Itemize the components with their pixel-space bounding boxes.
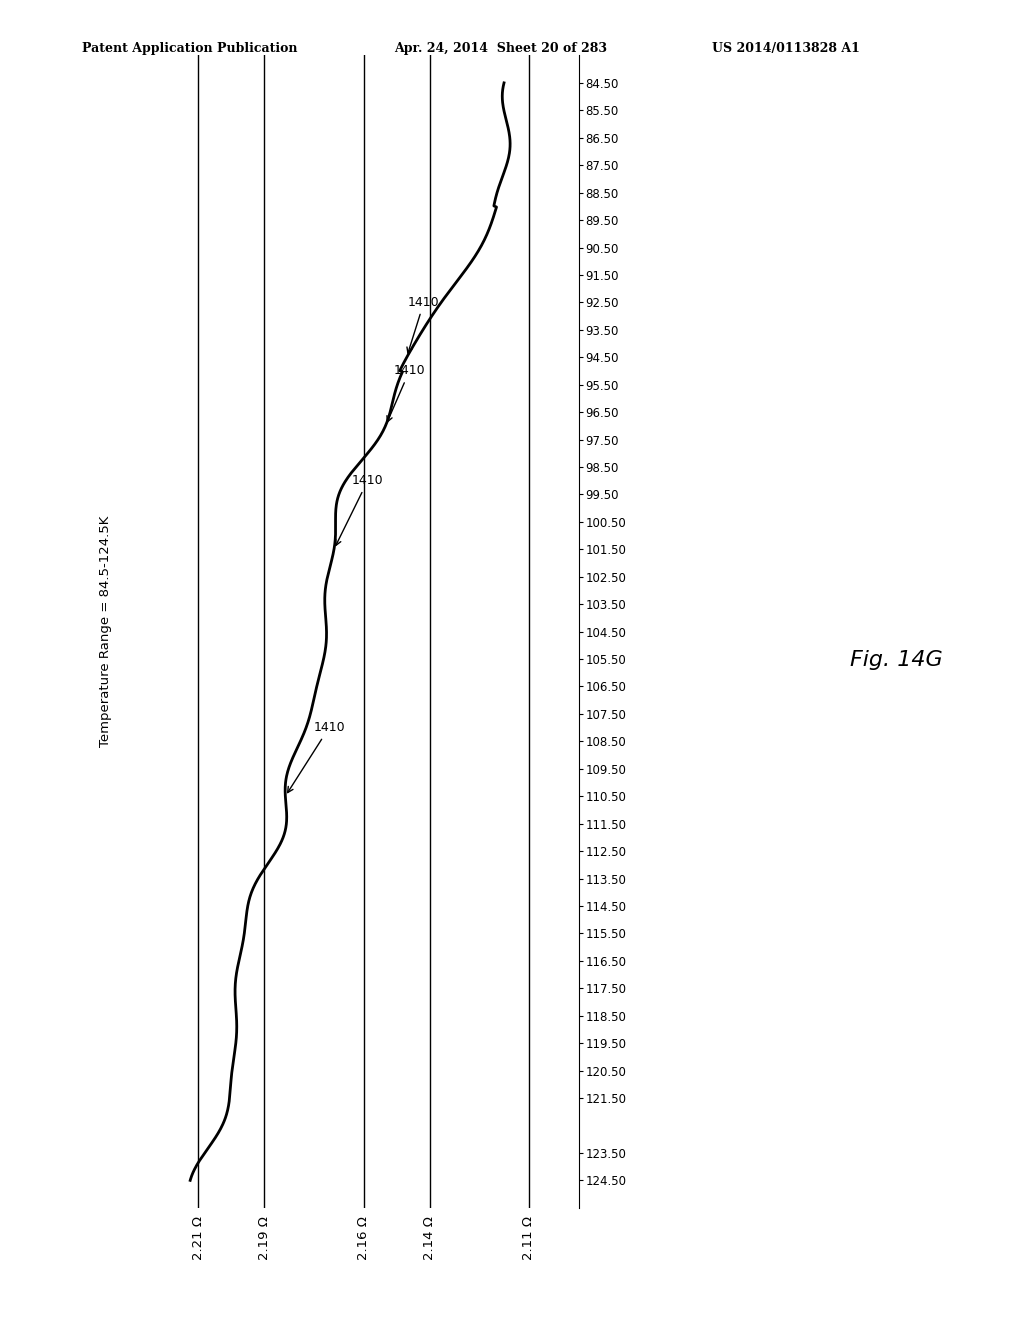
Text: 2.21 Ω: 2.21 Ω	[191, 1216, 205, 1261]
Text: Apr. 24, 2014  Sheet 20 of 283: Apr. 24, 2014 Sheet 20 of 283	[394, 42, 607, 55]
Text: 1410: 1410	[336, 474, 384, 545]
Text: 1410: 1410	[387, 364, 425, 422]
Text: 1410: 1410	[407, 296, 439, 354]
Text: 2.16 Ω: 2.16 Ω	[357, 1216, 370, 1259]
Text: Temperature Range = 84.5-124.5K: Temperature Range = 84.5-124.5K	[99, 516, 112, 747]
Text: 2.19 Ω: 2.19 Ω	[258, 1216, 270, 1259]
Text: 1410: 1410	[288, 721, 345, 792]
Text: Fig. 14G: Fig. 14G	[850, 649, 943, 671]
Text: US 2014/0113828 A1: US 2014/0113828 A1	[712, 42, 859, 55]
Text: 2.11 Ω: 2.11 Ω	[522, 1216, 536, 1261]
Text: 2.14 Ω: 2.14 Ω	[423, 1216, 436, 1259]
Text: Patent Application Publication: Patent Application Publication	[82, 42, 297, 55]
